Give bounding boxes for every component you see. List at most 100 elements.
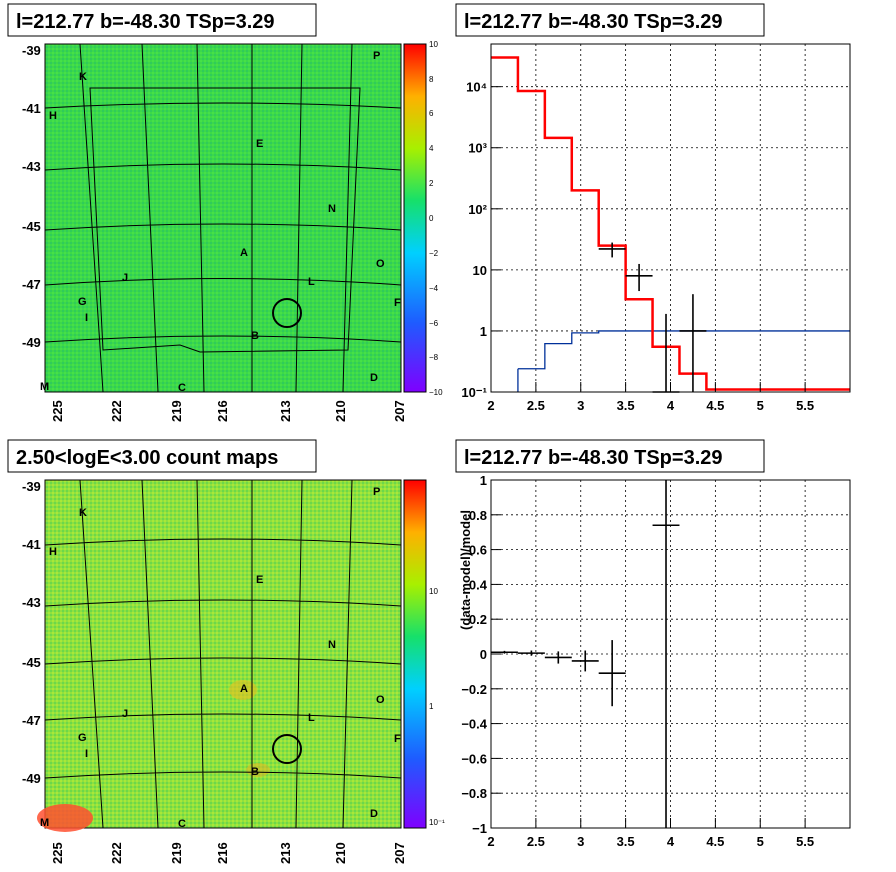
x-tick-label: 3.5 [617, 834, 635, 849]
source-label: J [122, 708, 128, 720]
x-tick-label: 207 [392, 842, 407, 864]
data-point [625, 263, 653, 292]
source-label: L [308, 276, 315, 288]
x-tick-label: 216 [215, 400, 230, 422]
series-background [517, 330, 850, 392]
source-label: I [85, 748, 88, 760]
source-label: K [79, 507, 87, 519]
y-ticks: −1 −0.8 −0.6 −0.4 −0.2 0 0.2 0.4 0.6 0.8 1 [461, 473, 501, 836]
data-point [598, 242, 626, 258]
panel-title: l=212.77 b=-48.30 TSp=3.29 [464, 11, 723, 33]
colorbar-tick: −8 [429, 353, 439, 362]
source-label: C [178, 382, 186, 394]
source-label: M [40, 817, 49, 829]
data-point [571, 650, 599, 672]
x-tick-labels: 225 222 219 216 213 210 207 [50, 400, 407, 422]
y-tick-label: -45 [22, 219, 41, 234]
y-tick-label: 0.6 [469, 543, 487, 558]
source-label: G [78, 732, 87, 744]
source-label: H [49, 110, 57, 122]
map-footprint [89, 87, 361, 353]
x-tick-label: 213 [278, 842, 293, 864]
x-tick-label: 225 [50, 400, 65, 422]
y-tick-label: -39 [22, 479, 41, 494]
source-label: G [78, 296, 87, 308]
y-tick-label: 1 [480, 324, 487, 339]
x-tick-label: 2.5 [527, 398, 545, 413]
y-tick-label: −0.2 [461, 682, 487, 697]
panel-title-box [455, 439, 765, 473]
source-labels: K H E N A O J L G I F B M C D P [40, 486, 401, 830]
y-tick-label: -41 [22, 537, 41, 552]
map-grid [44, 43, 402, 393]
map-grid [44, 479, 402, 829]
colorbar-tick: 8 [429, 75, 434, 84]
y-tick-label: −1 [472, 821, 487, 836]
y-tick-label: 10⁻¹ [461, 385, 487, 400]
x-tick-label: 5 [757, 834, 764, 849]
colorbar-tick: 1 [429, 702, 434, 711]
source-label: F [394, 297, 401, 309]
source-label: O [376, 258, 385, 270]
colorbar-ticks: 10 8 6 4 2 0 −2 −4 −6 −8 −10 [429, 40, 443, 397]
y-tick-label: -41 [22, 101, 41, 116]
x-tick-label: 219 [169, 842, 184, 864]
x-tick-label: 222 [109, 842, 124, 864]
x-tick-label: 216 [215, 842, 230, 864]
source-label: H [49, 546, 57, 558]
source-label: B [251, 766, 259, 778]
x-tick-label: 222 [109, 400, 124, 422]
series-data [491, 480, 680, 828]
y-tick-label: 10⁴ [466, 80, 487, 95]
x-tick-labels: 225 222 219 216 213 210 207 [50, 842, 407, 864]
source-label: C [178, 818, 186, 830]
source-label: O [376, 694, 385, 706]
colorbar-tick: 10 [429, 587, 438, 596]
data-point [679, 294, 707, 392]
source-label: B [251, 330, 259, 342]
grid [491, 480, 850, 828]
colorbar [403, 479, 427, 829]
x-tick-label: 213 [278, 400, 293, 422]
x-tick-label: 4 [667, 398, 675, 413]
colorbar-ticks: 10 1 10⁻¹ [429, 587, 445, 827]
y-tick-label: -47 [22, 713, 41, 728]
source-label: E [256, 574, 263, 586]
y-tick-label: 1 [480, 473, 487, 488]
data-point [517, 650, 545, 656]
y-tick-label: −0.6 [461, 751, 487, 766]
x-tick-label: 4 [667, 834, 675, 849]
panel-title-box [7, 3, 317, 37]
y-tick-label: -43 [22, 595, 41, 610]
panel-title-box [455, 3, 765, 37]
x-tick-label: 5 [757, 398, 764, 413]
y-tick-label: −0.8 [461, 786, 487, 801]
source-label: E [256, 138, 263, 150]
roi-circle [272, 734, 302, 764]
data-point [544, 651, 572, 664]
x-tick-label: 3.5 [617, 398, 635, 413]
y-tick-label: -49 [22, 771, 41, 786]
source-label: A [240, 683, 248, 695]
colorbar-tick: 0 [429, 214, 434, 223]
y-tick-label: -45 [22, 655, 41, 670]
map-area [44, 479, 402, 829]
y-tick-label: -43 [22, 159, 41, 174]
y-tick-labels: -39 -41 -43 -45 -47 -49 [22, 43, 41, 350]
colorbar-tick: 6 [429, 109, 434, 118]
y-tick-label: -47 [22, 277, 41, 292]
x-tick-label: 4.5 [706, 398, 724, 413]
data-point [652, 313, 680, 393]
background-step-line [517, 330, 850, 370]
source-labels: K H E N A O J L G I F B M C D P [40, 50, 401, 394]
source-label: I [85, 312, 88, 324]
y-tick-label: 10³ [468, 141, 487, 156]
source-label: A [240, 247, 248, 259]
x-tick-label: 219 [169, 400, 184, 422]
data-point [491, 650, 518, 654]
y-tick-label: 0.2 [469, 612, 487, 627]
x-tick-label: 207 [392, 400, 407, 422]
source-label: L [308, 712, 315, 724]
colorbar [403, 43, 427, 393]
